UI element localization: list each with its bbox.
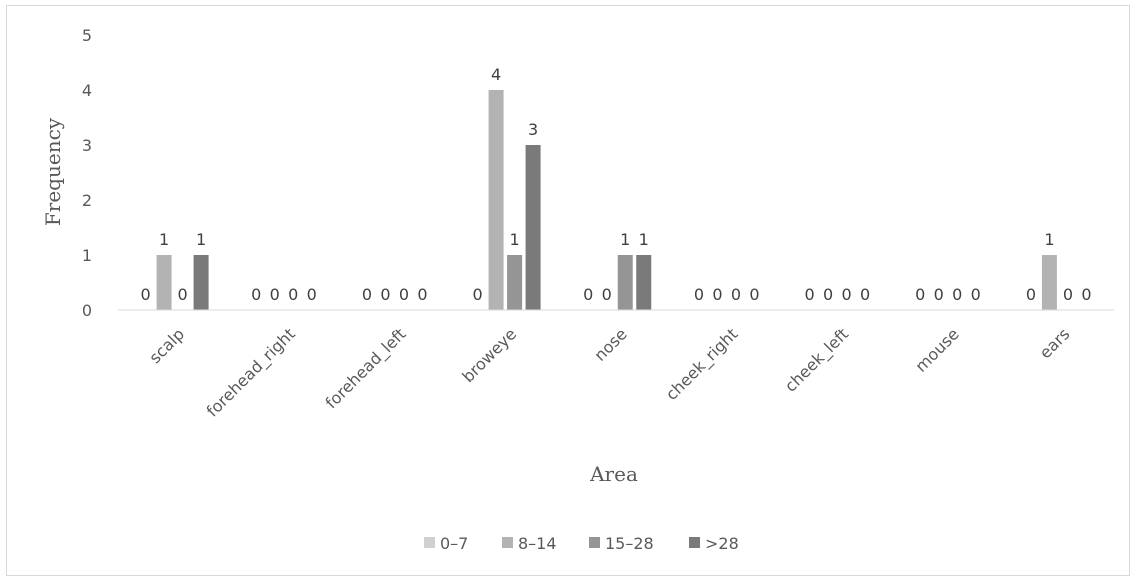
data-label: 1 — [509, 230, 519, 249]
y-tick-label: 0 — [82, 301, 92, 320]
legend-label: 15–28 — [605, 534, 654, 553]
data-label: 0 — [1081, 285, 1091, 304]
x-axis-categories: scalp forehead_right forehead_left broweye n… — [145, 324, 1073, 421]
x-category-label: forehead_left — [322, 324, 411, 413]
legend-swatch — [502, 537, 513, 548]
x-category-label: nose — [590, 324, 630, 364]
legend-swatch — [689, 537, 700, 548]
bars-layer — [156, 90, 1057, 310]
bar — [156, 255, 172, 310]
x-category-label: mouse — [911, 324, 962, 375]
data-label: 0 — [380, 285, 390, 304]
x-category-label: cheek_left — [781, 324, 853, 396]
y-tick-label: 3 — [82, 136, 92, 155]
legend-label: 0–7 — [440, 534, 468, 553]
data-label: 0 — [602, 285, 612, 304]
data-label: 1 — [1044, 230, 1054, 249]
data-label: 0 — [860, 285, 870, 304]
data-label: 0 — [251, 285, 261, 304]
y-tick-label: 1 — [82, 246, 92, 265]
x-category-label: broweye — [458, 324, 520, 386]
bar — [507, 255, 523, 310]
data-label: 0 — [270, 285, 280, 304]
data-label: 0 — [307, 285, 317, 304]
data-label: 0 — [140, 285, 150, 304]
y-tick-label: 4 — [82, 81, 92, 100]
data-label: 0 — [583, 285, 593, 304]
data-label: 0 — [288, 285, 298, 304]
legend: 0–7 8–14 15–28 >28 — [424, 534, 739, 553]
bar — [617, 255, 633, 310]
data-label: 0 — [1063, 285, 1073, 304]
legend-label: >28 — [705, 534, 739, 553]
data-label: 4 — [491, 65, 501, 84]
y-axis-title: Frequency — [41, 117, 65, 226]
data-label: 1 — [639, 230, 649, 249]
bar — [488, 90, 504, 310]
x-category-label: cheek_right — [662, 324, 742, 404]
data-label: 0 — [731, 285, 741, 304]
data-label: 0 — [694, 285, 704, 304]
bar — [525, 145, 541, 310]
bar — [636, 255, 652, 310]
data-label: 0 — [417, 285, 427, 304]
data-label: 0 — [749, 285, 759, 304]
data-label: 0 — [841, 285, 851, 304]
data-label: 0 — [472, 285, 482, 304]
data-label: 0 — [362, 285, 372, 304]
legend-swatch — [589, 537, 600, 548]
data-label: 0 — [823, 285, 833, 304]
bar — [1041, 255, 1057, 310]
data-label: 0 — [712, 285, 722, 304]
data-label: 0 — [1026, 285, 1036, 304]
data-label: 1 — [159, 230, 169, 249]
data-label: 3 — [528, 120, 538, 139]
bar — [193, 255, 209, 310]
x-category-label: ears — [1036, 324, 1074, 362]
data-label: 1 — [196, 230, 206, 249]
data-label: 0 — [915, 285, 925, 304]
y-tick-label: 5 — [82, 26, 92, 45]
x-category-label: scalp — [145, 324, 188, 367]
data-label: 1 — [620, 230, 630, 249]
legend-label: 8–14 — [518, 534, 557, 553]
data-label: 0 — [804, 285, 814, 304]
x-category-label: forehead_right — [203, 324, 300, 421]
chart-frame — [6, 5, 1130, 576]
y-tick-label: 2 — [82, 191, 92, 210]
legend-swatch — [424, 537, 435, 548]
data-label: 0 — [934, 285, 944, 304]
data-label: 0 — [971, 285, 981, 304]
x-axis-title: Area — [589, 462, 638, 486]
data-label: 0 — [177, 285, 187, 304]
y-axis-ticks: 0 1 2 3 4 5 — [82, 26, 92, 320]
data-label: 0 — [952, 285, 962, 304]
data-label: 0 — [399, 285, 409, 304]
